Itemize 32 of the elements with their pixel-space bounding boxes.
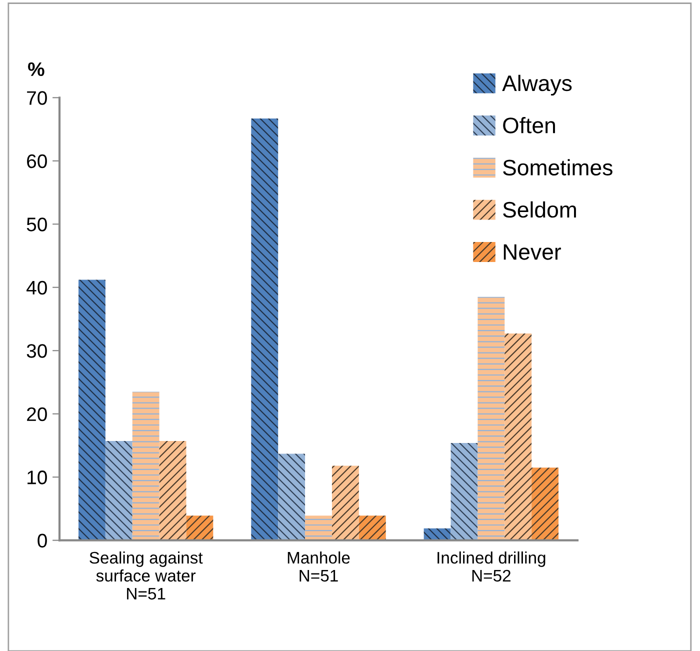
legend-label: Sometimes bbox=[503, 159, 612, 176]
bar bbox=[278, 454, 306, 540]
y-tick-label: 0 bbox=[38, 534, 47, 548]
bar bbox=[251, 118, 278, 540]
bar bbox=[186, 516, 214, 540]
y-tick-label: 30 bbox=[26, 344, 47, 358]
legend-label: Never bbox=[504, 244, 561, 260]
y-axis-title: % bbox=[28, 62, 44, 76]
legend-label: Often bbox=[503, 117, 555, 134]
bar bbox=[159, 441, 186, 540]
y-tick-label: 60 bbox=[27, 154, 47, 168]
bar bbox=[132, 392, 160, 540]
y-tick-label: 70 bbox=[27, 91, 47, 105]
legend-label: Seldom bbox=[503, 201, 576, 218]
x-tick-label: Manhole N=51 bbox=[288, 551, 350, 582]
bar bbox=[78, 280, 106, 540]
bar bbox=[105, 441, 132, 540]
bar bbox=[478, 296, 505, 540]
bar bbox=[450, 442, 478, 540]
y-tick-label: 20 bbox=[27, 407, 47, 422]
bar bbox=[332, 466, 359, 540]
bar bbox=[305, 516, 332, 540]
x-tick-label: Sealing against surface water N=51 bbox=[90, 551, 203, 600]
legend-label: Always bbox=[502, 74, 572, 96]
bar bbox=[358, 516, 386, 540]
x-tick-label: Inclined drilling N=52 bbox=[438, 551, 546, 582]
y-tick-label: 40 bbox=[26, 280, 47, 295]
y-tick-label: 10 bbox=[28, 470, 47, 484]
bar bbox=[424, 528, 451, 540]
bar bbox=[532, 468, 559, 540]
y-tick-label: 50 bbox=[26, 218, 47, 232]
bar bbox=[504, 334, 532, 540]
